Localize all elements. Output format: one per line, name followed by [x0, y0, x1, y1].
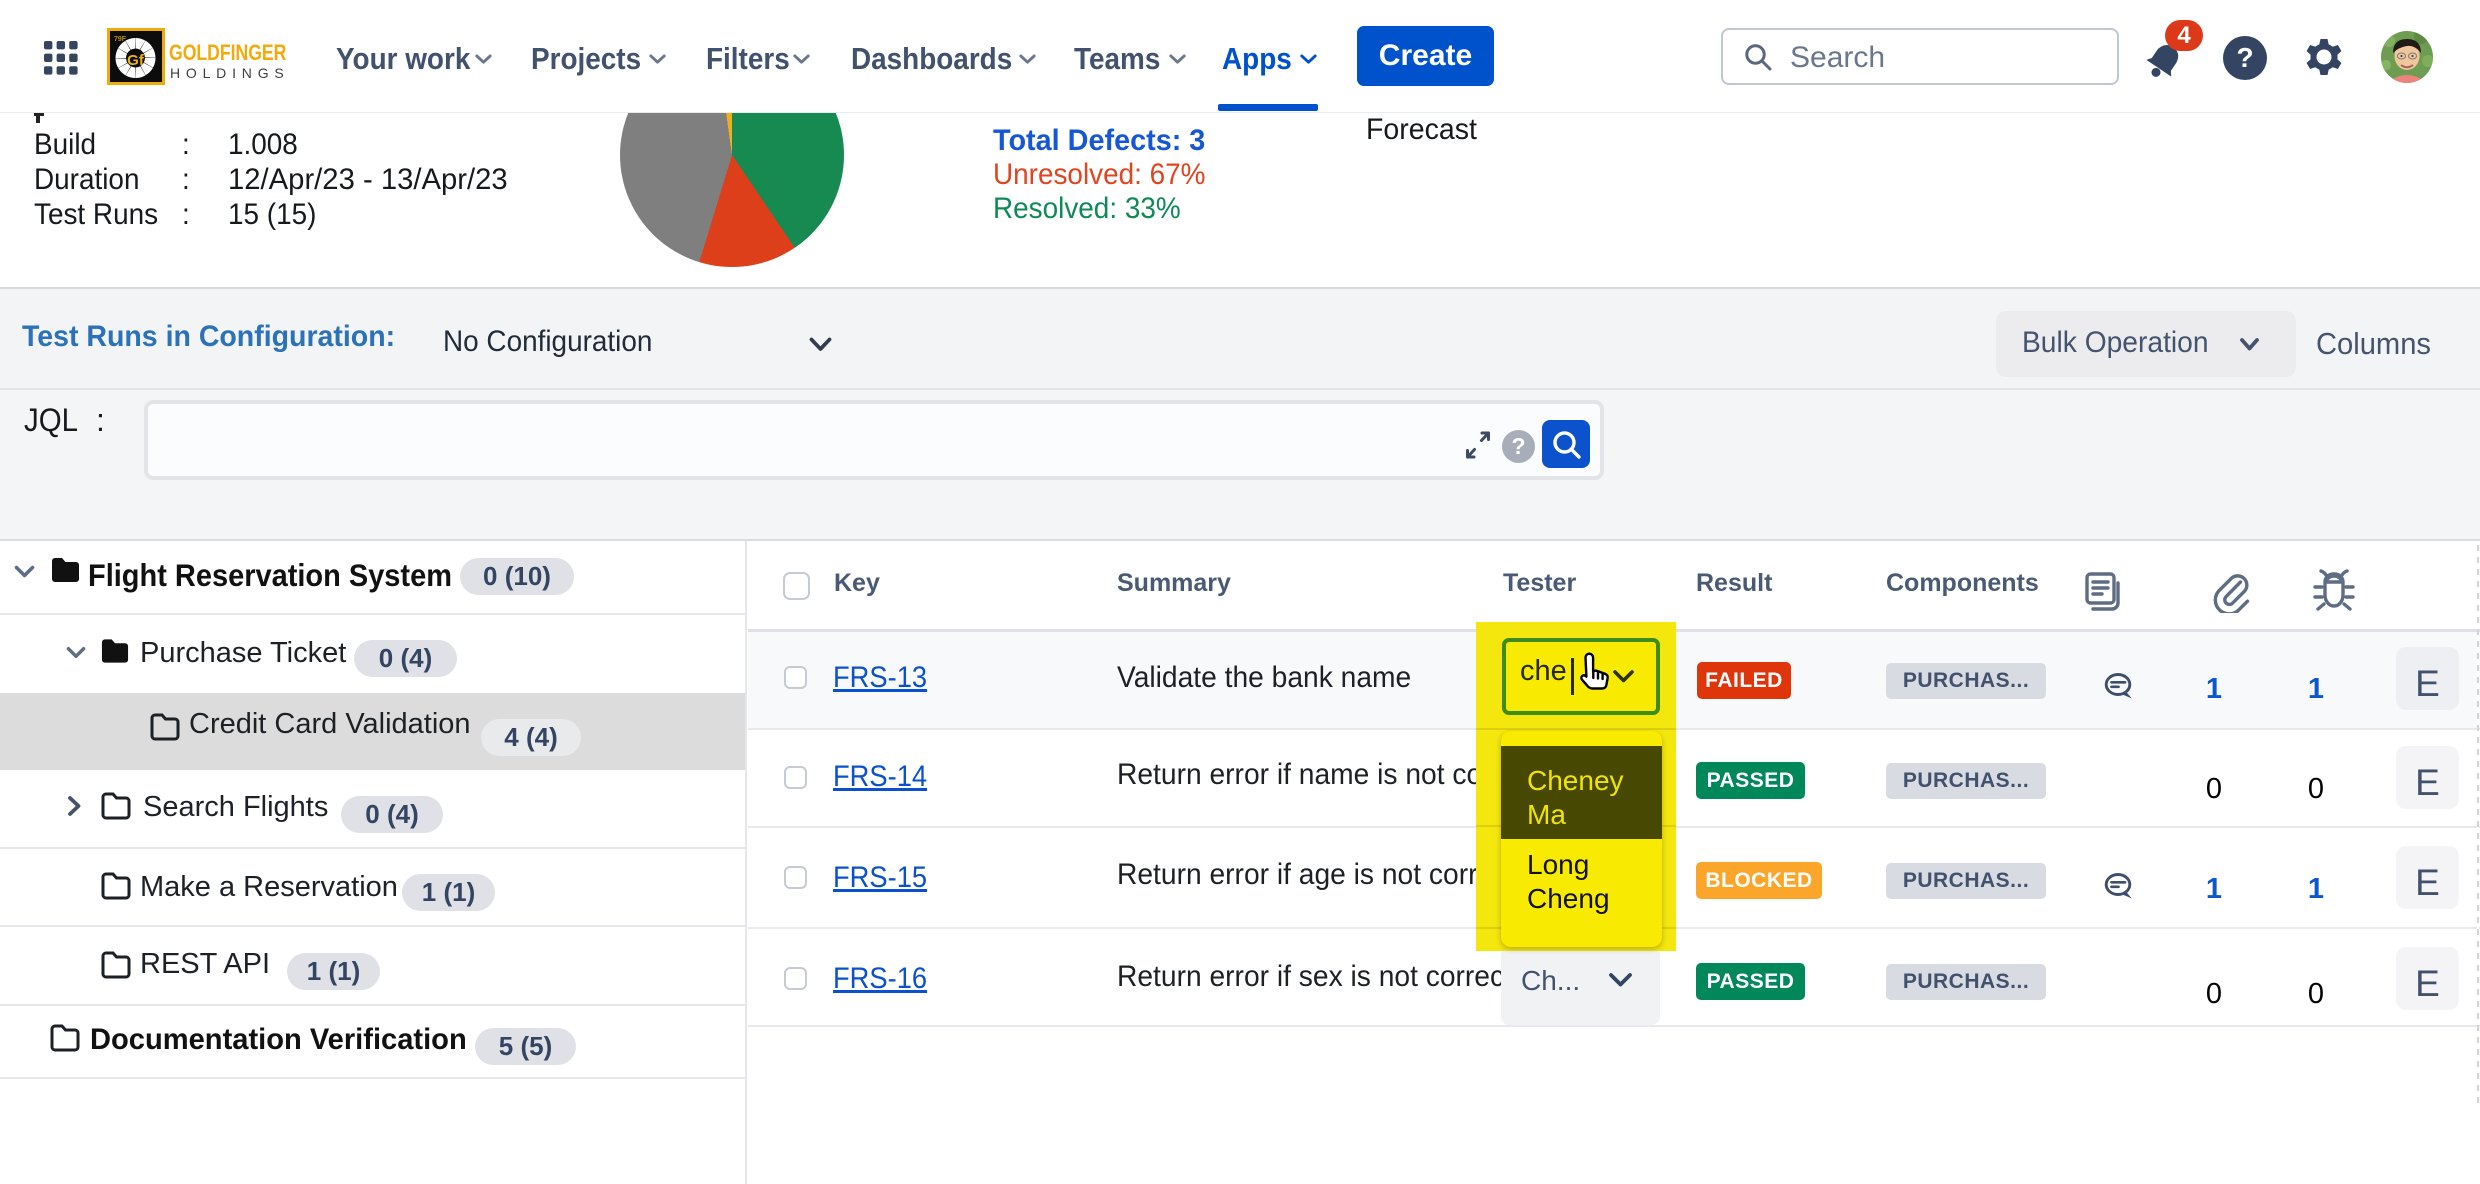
svg-text:Gf: Gf — [127, 52, 145, 69]
svg-text:79F: 79F — [114, 36, 127, 43]
